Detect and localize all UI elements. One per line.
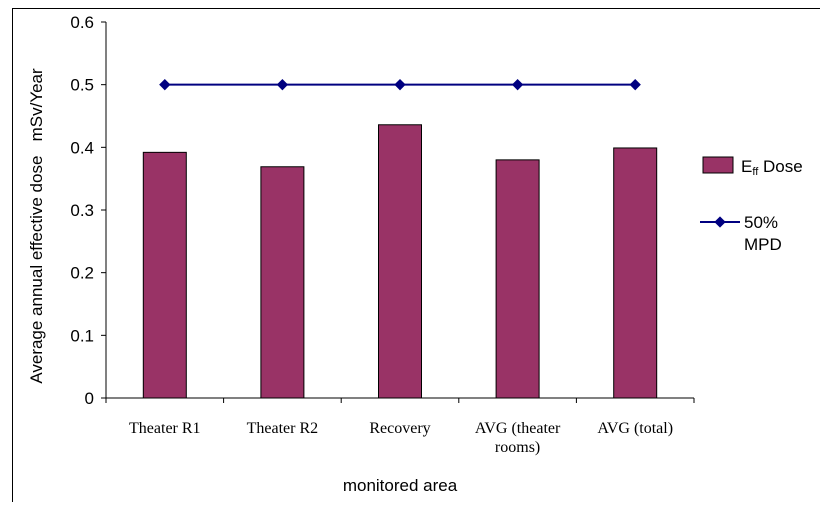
y-axis-label: Average annual effective dose mSv/Year bbox=[27, 68, 46, 384]
legend-swatch-eff-dose bbox=[702, 156, 734, 174]
y-tick-label: 0.3 bbox=[70, 201, 94, 220]
bar bbox=[378, 124, 422, 399]
x-tick-label: AVG (total) bbox=[597, 420, 673, 437]
legend-marker-50-mpd bbox=[714, 216, 726, 228]
y-tick-label: 0 bbox=[85, 389, 94, 408]
line-marker bbox=[629, 79, 641, 91]
y-tick-label: 0.2 bbox=[70, 264, 94, 283]
legend-label-eff-dose: Eff Dose bbox=[741, 157, 803, 178]
line-marker bbox=[159, 79, 171, 91]
legend: Eff Dose 50% MPD bbox=[700, 156, 803, 254]
y-tick-label: 0.1 bbox=[70, 326, 94, 345]
x-tick-label: Recovery bbox=[369, 420, 430, 437]
x-tick-label: Theater R1 bbox=[129, 420, 201, 437]
bar-series bbox=[142, 124, 658, 399]
bar bbox=[142, 151, 187, 399]
x-axis-label: monitored area bbox=[343, 476, 458, 495]
line-series bbox=[159, 79, 641, 91]
bar bbox=[613, 147, 658, 399]
legend-label-50-mpd: 50% MPD bbox=[744, 213, 783, 254]
tick-labels: 0 0.1 0.2 0.3 0.4 0.5 0.6 Theater R1 Theater R2 R… bbox=[70, 13, 673, 456]
bar bbox=[495, 159, 540, 399]
x-tick-label: Theater R2 bbox=[247, 420, 319, 437]
line-marker bbox=[511, 79, 524, 91]
chart-frame bbox=[12, 8, 820, 502]
y-tick-label: 0.6 bbox=[70, 13, 94, 32]
y-tick-label: 0.5 bbox=[70, 76, 94, 95]
x-tick-label: AVG (theater rooms) bbox=[475, 420, 561, 456]
line-marker bbox=[394, 79, 406, 91]
bar bbox=[260, 166, 305, 399]
y-tick-label: 0.4 bbox=[70, 138, 94, 157]
line-marker bbox=[276, 79, 289, 91]
